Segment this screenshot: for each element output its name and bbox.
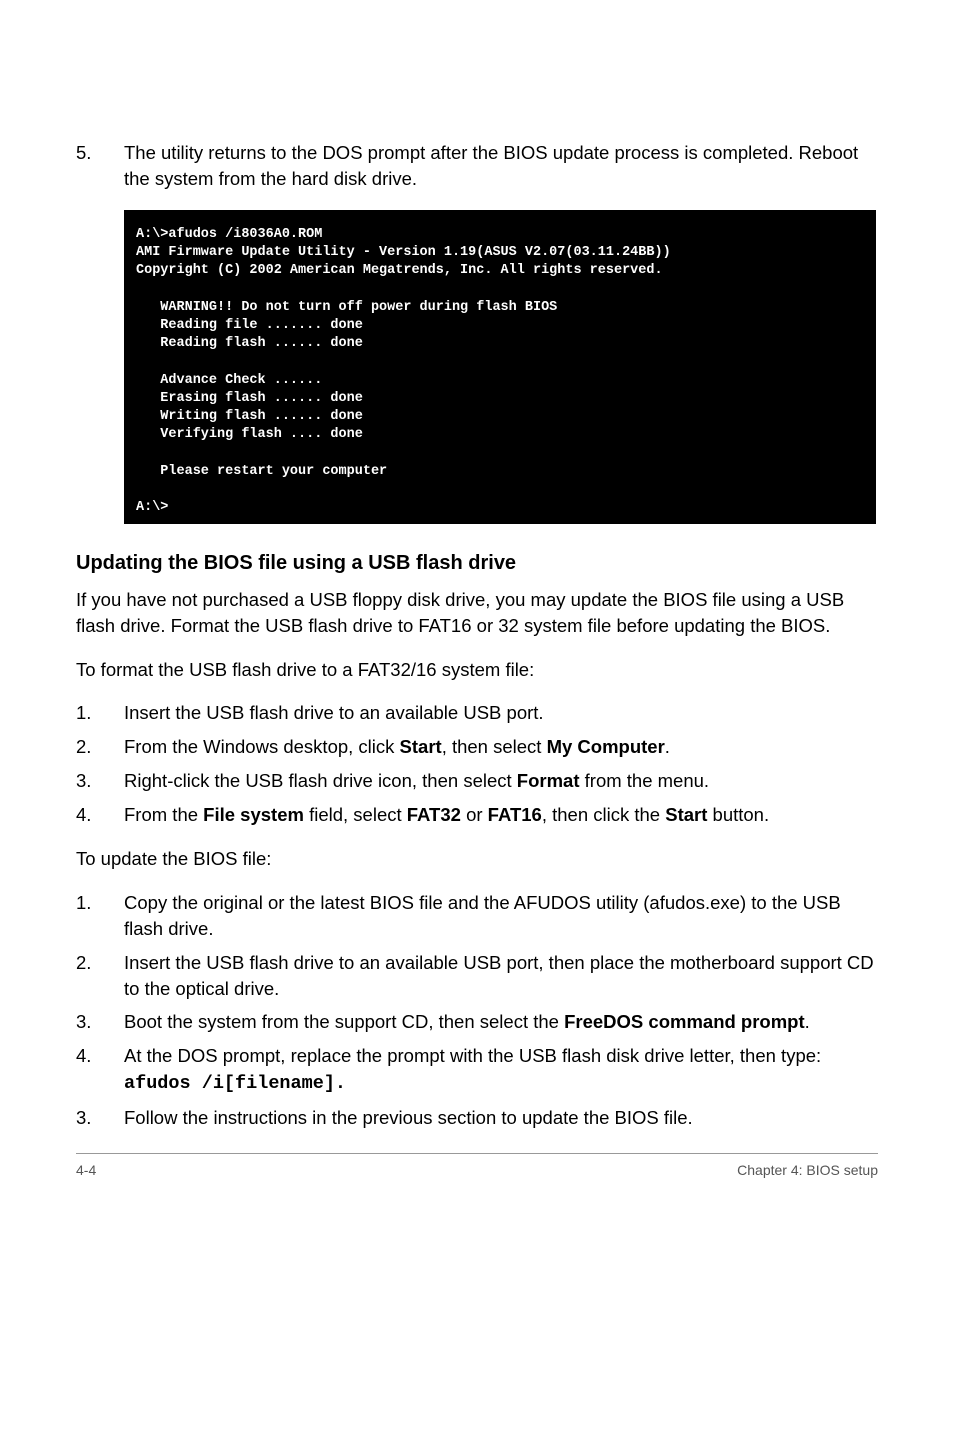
step-text: Boot the system from the support CD, the… [124,1009,878,1035]
step-text: From the File system field, select FAT32… [124,802,878,828]
terminal-line: Reading file ....... done [136,318,363,333]
list-item: 3. Boot the system from the support CD, … [76,1009,878,1035]
step-text: The utility returns to the DOS prompt af… [124,140,878,192]
step-text: Copy the original or the latest BIOS fil… [124,890,878,942]
terminal-line: AMI Firmware Update Utility - Version 1.… [136,245,671,260]
step-number: 2. [76,734,124,760]
terminal-line: Please restart your computer [136,464,387,479]
section-heading: Updating the BIOS file using a USB flash… [76,552,878,575]
step-number: 3. [76,1105,124,1131]
footer-page-number: 4-4 [76,1162,96,1178]
terminal-line: Writing flash ...... done [136,409,363,424]
page-content: 5. The utility returns to the DOS prompt… [0,0,954,1208]
step-number: 5. [76,140,124,192]
terminal-output: A:\>afudos /i8036A0.ROM AMI Firmware Upd… [124,210,876,524]
step-number: 4. [76,1043,124,1097]
step-text: Follow the instructions in the previous … [124,1105,878,1131]
footer-chapter-title: Chapter 4: BIOS setup [737,1162,878,1178]
step-text: Insert the USB flash drive to an availab… [124,950,878,1002]
list-item: 1. Insert the USB flash drive to an avai… [76,700,878,726]
step-number: 1. [76,700,124,726]
format-steps-list: 1. Insert the USB flash drive to an avai… [76,700,878,828]
step-number: 4. [76,802,124,828]
terminal-line: Erasing flash ...... done [136,391,363,406]
paragraph: To format the USB flash drive to a FAT32… [76,657,878,683]
terminal-line: Advance Check ...... [136,373,322,388]
terminal-line: A:\>afudos /i8036A0.ROM [136,227,322,242]
terminal-line: Copyright (C) 2002 American Megatrends, … [136,263,663,278]
step-text: Right-click the USB flash drive icon, th… [124,768,878,794]
page-footer: 4-4 Chapter 4: BIOS setup [76,1153,878,1178]
list-item: 3. Right-click the USB flash drive icon,… [76,768,878,794]
terminal-line: Verifying flash .... done [136,427,363,442]
step-number: 1. [76,890,124,942]
step-text: Insert the USB flash drive to an availab… [124,700,878,726]
list-item: 2. From the Windows desktop, click Start… [76,734,878,760]
paragraph: To update the BIOS file: [76,846,878,872]
step-text: From the Windows desktop, click Start, t… [124,734,878,760]
list-item: 4. At the DOS prompt, replace the prompt… [76,1043,878,1097]
step-number: 2. [76,950,124,1002]
terminal-line: A:\> [136,500,168,515]
step-number: 3. [76,1009,124,1035]
list-item: 1. Copy the original or the latest BIOS … [76,890,878,942]
step-number: 3. [76,768,124,794]
list-item: 3. Follow the instructions in the previo… [76,1105,878,1131]
terminal-line: Reading flash ...... done [136,336,363,351]
terminal-line: WARNING!! Do not turn off power during f… [136,300,557,315]
list-item: 2. Insert the USB flash drive to an avai… [76,950,878,1002]
step-5: 5. The utility returns to the DOS prompt… [76,140,878,192]
list-item: 4. From the File system field, select FA… [76,802,878,828]
paragraph: If you have not purchased a USB floppy d… [76,587,878,639]
update-steps-list: 1. Copy the original or the latest BIOS … [76,890,878,1131]
step-text: At the DOS prompt, replace the prompt wi… [124,1043,878,1097]
